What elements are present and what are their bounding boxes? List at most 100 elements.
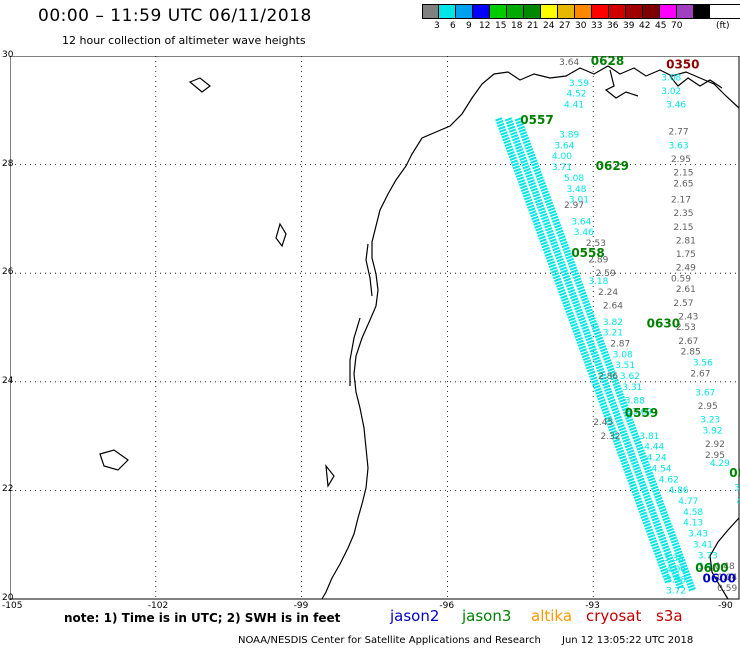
wave-height-label: 3.56 <box>693 359 713 369</box>
lon-tick-label: -90 <box>718 601 733 611</box>
scale-swatch <box>523 4 540 19</box>
wave-height-label: 3.67 <box>695 388 715 398</box>
lat-tick-label: 26 <box>2 267 14 278</box>
pass-time-label: 0600 <box>703 572 736 586</box>
wave-height-label: 5.08 <box>564 174 584 184</box>
wave-height-label: 3.69 <box>632 407 652 417</box>
wave-height-label: 2.81 <box>676 236 696 246</box>
lat-tick-label: 30 <box>2 50 14 60</box>
legend-jason2: jason2 <box>390 607 440 625</box>
satellite-tracks <box>495 117 697 593</box>
wave-height-label: 3.18 <box>588 277 608 287</box>
scale-label: 18 <box>511 21 523 31</box>
wave-height-label: 2.92 <box>705 440 725 450</box>
lat-tick-label: 22 <box>2 484 14 495</box>
wave-height-label: 3.08 <box>661 73 681 83</box>
wave-height-label: 3.59 <box>569 79 589 89</box>
pass-time-label: 0629 <box>596 159 629 173</box>
lat-tick-label: 28 <box>2 158 14 169</box>
scale-label: 42 <box>639 21 651 31</box>
scale-swatch <box>540 4 557 19</box>
lat-tick-label: 24 <box>2 375 14 386</box>
wave-height-label: 0.48 <box>715 562 735 572</box>
wave-height-label: 1.75 <box>676 250 696 260</box>
wave-height-label: 2.17 <box>671 196 691 206</box>
lake-shape <box>188 77 211 93</box>
wave-height-label: 2.67 <box>678 337 698 347</box>
scale-label: 45 <box>655 21 667 31</box>
wave-height-label: 4.11 <box>737 497 740 507</box>
barrier-island <box>365 243 373 297</box>
yucatan-coast <box>709 517 740 600</box>
scale-swatch <box>591 4 608 19</box>
map-note: note: 1) Time is in UTC; 2) SWH is in fe… <box>64 611 341 625</box>
wave-height-label: 2.87 <box>610 340 630 350</box>
scale-label: 27 <box>559 21 571 31</box>
wave-height-label: 3.71 <box>552 163 572 173</box>
louisiana-inland <box>604 69 723 99</box>
legend-cryosat: cryosat <box>586 607 642 625</box>
scale-swatch <box>676 4 693 19</box>
scale-swatch <box>455 4 472 19</box>
barrier-island-2 <box>349 317 361 386</box>
lake-shape-3 <box>99 449 129 471</box>
scale-label: 9 <box>466 21 472 31</box>
wave-height-label: 3.88 <box>625 397 645 407</box>
scale-swatch <box>608 4 625 19</box>
wave-height-label: 0.59 <box>717 584 737 594</box>
gulf-coastline <box>321 65 740 600</box>
map-frame <box>10 56 740 600</box>
wave-height-label: 3.43 <box>688 530 708 540</box>
wave-height-label: 3.72 <box>666 587 686 597</box>
wave-height-label: 2.45 <box>593 418 613 428</box>
track-band <box>495 117 672 584</box>
wave-height-label: 4.52 <box>566 90 586 100</box>
wave-height-label: 2.67 <box>690 369 710 379</box>
pass-time-label: 0559 <box>625 406 658 420</box>
scale-label: 21 <box>527 21 539 31</box>
map-subtitle: 12 hour collection of altimeter wave hei… <box>62 34 306 47</box>
scale-swatch <box>422 4 438 19</box>
wave-height-label: 2.95 <box>698 402 718 412</box>
wave-height-label: 0.59 <box>671 274 691 284</box>
scale-swatch <box>625 4 642 19</box>
scale-swatch <box>506 4 523 19</box>
scale-swatch <box>693 4 710 19</box>
wave-height-label: 2.32 <box>600 432 620 442</box>
wave-height-label: 3.64 <box>559 58 579 68</box>
pass-time-label: 0557 <box>520 113 553 127</box>
pass-time-label: 0628 <box>591 56 624 68</box>
wave-height-label: 2.97 <box>564 201 584 211</box>
wave-height-label: 3.21 <box>603 329 623 339</box>
wave-height-label: 3.62 <box>620 372 640 382</box>
scale-label: 24 <box>543 21 555 31</box>
wave-height-label: 3.02 <box>661 87 681 97</box>
lon-tick-label: -93 <box>585 601 600 611</box>
wave-height-label: 2.61 <box>676 285 696 295</box>
wave-height-label: 4.54 <box>652 464 672 474</box>
lon-tick-label: -96 <box>439 601 455 611</box>
wave-height-label: 3.35 <box>664 554 684 564</box>
wave-height-label: 2.57 <box>673 299 693 309</box>
wave-height-label: 2.95 <box>671 155 691 165</box>
lon-tick-label: -102 <box>147 601 169 611</box>
legend-s3a: s3a <box>656 607 683 625</box>
wave-height-label: 3.23 <box>700 416 720 426</box>
wave-height-label: 2.15 <box>673 168 693 178</box>
map-title: 00:00 – 11:59 UTC 06/11/2018 <box>38 6 312 26</box>
pass-time-labels: 0628035005570629055803490630055906310600… <box>520 56 740 586</box>
wave-height-label: 2.59 <box>596 269 616 279</box>
scale-label: 39 <box>623 21 635 31</box>
wave-height-label: 2.65 <box>673 179 693 189</box>
wave-height-label: 3.08 <box>613 350 633 360</box>
scale-swatch <box>574 4 591 19</box>
lake-shape-2 <box>275 222 287 248</box>
scale-label: 70 <box>671 21 683 31</box>
scale-swatch <box>438 4 455 19</box>
scale-swatch <box>642 4 659 19</box>
wave-height-label: 2.64 <box>603 301 623 311</box>
scale-label: 6 <box>450 21 456 31</box>
scale-swatch <box>489 4 506 19</box>
scale-label: 15 <box>495 21 507 31</box>
wave-height-label: 3.51 <box>615 361 635 371</box>
